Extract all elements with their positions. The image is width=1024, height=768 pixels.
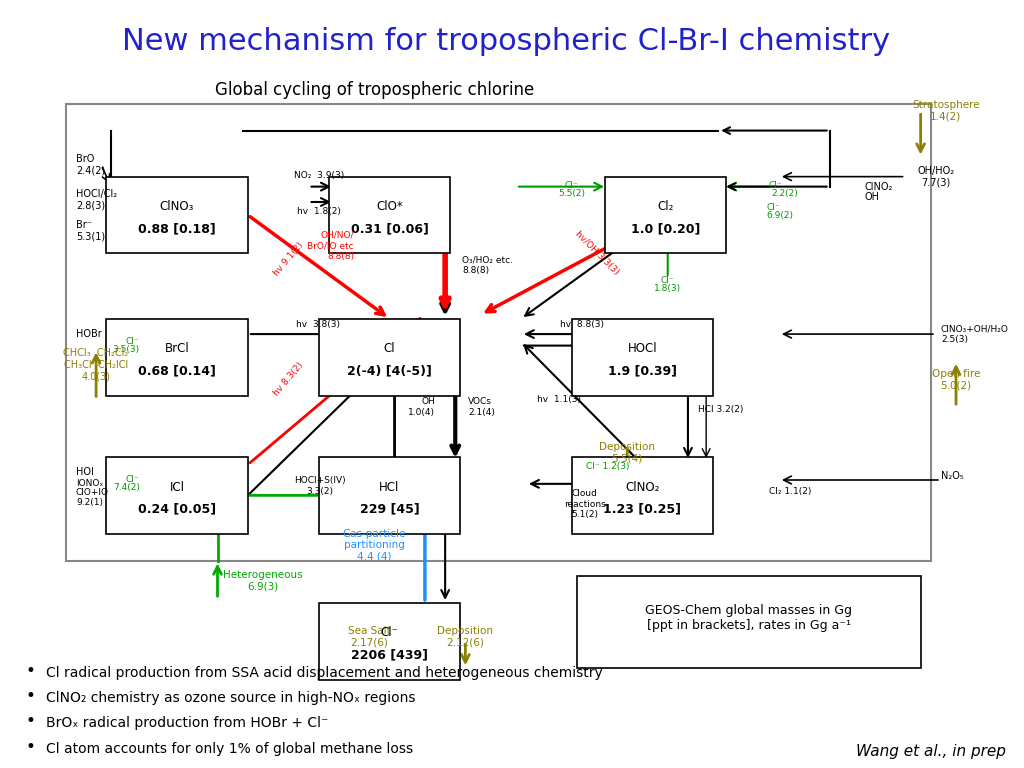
Text: OH: OH (865, 192, 880, 203)
FancyBboxPatch shape (577, 576, 921, 668)
FancyBboxPatch shape (106, 177, 248, 253)
Text: 2.2(2): 2.2(2) (771, 189, 798, 198)
Text: ClNO₂ chemistry as ozone source in high-NOₓ regions: ClNO₂ chemistry as ozone source in high-… (45, 691, 415, 705)
Text: Open fire
5.0(2): Open fire 5.0(2) (932, 369, 980, 391)
Text: ClNO₂: ClNO₂ (865, 181, 893, 192)
Text: •: • (26, 738, 35, 756)
Text: 6.9(2): 6.9(2) (767, 210, 794, 220)
Text: Cl atom accounts for only 1% of global methane loss: Cl atom accounts for only 1% of global m… (45, 742, 413, 756)
Text: ClNO₃+OH/H₂O
2.5(3): ClNO₃+OH/H₂O 2.5(3) (941, 324, 1009, 344)
FancyBboxPatch shape (106, 319, 248, 396)
Text: Cl⁻: Cl⁻ (126, 337, 139, 346)
Text: HOBr: HOBr (76, 329, 101, 339)
Text: OH/NO/
BrO/IO etc
8.8(8): OH/NO/ BrO/IO etc 8.8(8) (307, 231, 354, 260)
Text: ClO*: ClO* (376, 200, 402, 214)
Text: Stratosphere
1.4(2): Stratosphere 1.4(2) (912, 100, 980, 121)
Text: Cloud
reactions
5.1(2): Cloud reactions 5.1(2) (564, 489, 605, 519)
FancyBboxPatch shape (106, 457, 248, 534)
Text: 0.24 [0.05]: 0.24 [0.05] (138, 503, 216, 515)
Text: hv  1.8(2): hv 1.8(2) (297, 207, 341, 216)
Text: ClNO₃: ClNO₃ (160, 200, 195, 214)
Text: Heterogeneous
6.9(3): Heterogeneous 6.9(3) (223, 570, 303, 591)
Text: Cl⁻: Cl⁻ (126, 475, 139, 485)
FancyBboxPatch shape (318, 457, 461, 534)
Text: HOI: HOI (76, 467, 94, 478)
Text: VOCs
2.1(4): VOCs 2.1(4) (468, 397, 496, 417)
Text: hv  3.8(3): hv 3.8(3) (296, 319, 340, 329)
Text: 2206 [439]: 2206 [439] (351, 649, 428, 661)
Text: Cl₂: Cl₂ (657, 200, 674, 214)
Text: 2(-4) [4(-5)]: 2(-4) [4(-5)] (347, 365, 432, 377)
Text: 1.9 [0.39]: 1.9 [0.39] (608, 365, 677, 377)
Text: Cl⁻: Cl⁻ (565, 181, 579, 190)
Text: 0.88 [0.18]: 0.88 [0.18] (138, 223, 216, 235)
Text: Cl⁻: Cl⁻ (660, 276, 675, 285)
Text: 5.5(2): 5.5(2) (558, 189, 585, 198)
Text: 7.4(2): 7.4(2) (113, 483, 139, 492)
Text: •: • (26, 687, 35, 705)
Text: •: • (26, 713, 35, 730)
Text: Cl⁻: Cl⁻ (769, 181, 782, 190)
FancyBboxPatch shape (571, 319, 714, 396)
Text: Cl₂ 1.1(2): Cl₂ 1.1(2) (769, 487, 811, 496)
Text: 0.68 [0.14]: 0.68 [0.14] (138, 365, 216, 377)
Text: 1.0 [0.20]: 1.0 [0.20] (631, 223, 700, 235)
Text: BrOₓ radical production from HOBr + Cl⁻: BrOₓ radical production from HOBr + Cl⁻ (45, 717, 328, 730)
Text: HOCl/Cl₂
2.8(3): HOCl/Cl₂ 2.8(3) (76, 189, 117, 210)
FancyBboxPatch shape (318, 319, 461, 396)
Text: Cl radical production from SSA acid displacement and heterogeneous chemistry: Cl radical production from SSA acid disp… (45, 666, 602, 680)
Text: Deposition
2.12(6): Deposition 2.12(6) (437, 626, 494, 647)
Text: ClNO₂: ClNO₂ (626, 481, 659, 494)
Text: HCl 3.2(2): HCl 3.2(2) (698, 405, 743, 414)
Text: ClO+IO
9.2(1): ClO+IO 9.2(1) (76, 488, 109, 508)
Text: hv/OH 3.3(3): hv/OH 3.3(3) (573, 230, 621, 277)
Text: New mechanism for tropospheric Cl-Br-I chemistry: New mechanism for tropospheric Cl-Br-I c… (122, 27, 890, 56)
Text: 0.31 [0.06]: 0.31 [0.06] (350, 223, 428, 235)
FancyBboxPatch shape (318, 603, 461, 680)
FancyBboxPatch shape (605, 177, 726, 253)
FancyBboxPatch shape (329, 177, 451, 253)
Text: CHCl₃  CH₂Cl₂
CH₃Cl  CH₂ICl
4.0(3): CHCl₃ CH₂Cl₂ CH₃Cl CH₂ICl 4.0(3) (63, 348, 129, 382)
Text: Wang et al., in prep: Wang et al., in prep (856, 743, 1006, 759)
Text: HOCl: HOCl (628, 343, 657, 356)
Text: BrO
2.4(2): BrO 2.4(2) (76, 154, 105, 176)
Text: •: • (26, 662, 35, 680)
Text: hv  8.8(3): hv 8.8(3) (560, 319, 604, 329)
Text: 229 [45]: 229 [45] (359, 503, 420, 515)
Text: BrCl: BrCl (165, 343, 189, 356)
Text: 1.23 [0.25]: 1.23 [0.25] (603, 503, 681, 515)
Text: Gas-particle
partitioning
4.4 (4): Gas-particle partitioning 4.4 (4) (343, 528, 406, 562)
Text: Cl: Cl (384, 343, 395, 356)
Text: HCl: HCl (379, 481, 399, 494)
Text: Cl⁻: Cl⁻ (767, 203, 780, 212)
Text: IONOₓ: IONOₓ (76, 479, 103, 488)
FancyBboxPatch shape (571, 457, 714, 534)
Text: Br⁻
5.3(1): Br⁻ 5.3(1) (76, 220, 105, 241)
Text: N₂O₅: N₂O₅ (941, 471, 964, 482)
Text: NO₂  3.9(3): NO₂ 3.9(3) (294, 170, 344, 180)
Text: Deposition
5.5(4): Deposition 5.5(4) (599, 442, 655, 463)
Text: hv  1.1(3): hv 1.1(3) (537, 395, 581, 404)
Text: HOCl+S(IV)
3.3(2): HOCl+S(IV) 3.3(2) (294, 476, 345, 496)
Text: OH
1.0(4): OH 1.0(4) (408, 397, 435, 417)
Text: Cl⁻: Cl⁻ (381, 627, 398, 640)
Text: O₃/HO₂ etc.
8.8(8): O₃/HO₂ etc. 8.8(8) (463, 255, 513, 275)
Text: Sea Salt
2.17(6): Sea Salt 2.17(6) (348, 626, 390, 647)
Text: GEOS-Chem global masses in Gg
[ppt in brackets], rates in Gg a⁻¹: GEOS-Chem global masses in Gg [ppt in br… (645, 604, 852, 632)
Text: Global cycling of tropospheric chlorine: Global cycling of tropospheric chlorine (215, 81, 534, 98)
Text: Cl⁻ 1.2(3): Cl⁻ 1.2(3) (586, 462, 630, 471)
Text: hv 9.1(2): hv 9.1(2) (271, 240, 305, 277)
Text: 1.8(3): 1.8(3) (654, 283, 681, 293)
FancyBboxPatch shape (66, 104, 931, 561)
Text: OH/HO₂
7.7(3): OH/HO₂ 7.7(3) (918, 166, 954, 187)
Text: ICl: ICl (170, 481, 184, 494)
Text: 3.5(3): 3.5(3) (113, 345, 139, 354)
Text: hv 8.3(2): hv 8.3(2) (271, 360, 305, 397)
